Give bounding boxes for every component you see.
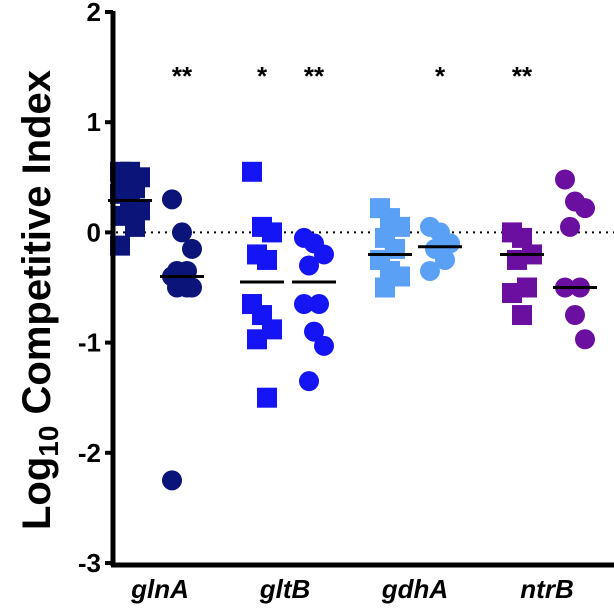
data-point-circle: [565, 305, 585, 326]
data-point-circle: [299, 371, 319, 392]
data-point-square: [512, 305, 532, 326]
significance-label: **: [172, 61, 193, 91]
data-point-circle: [575, 329, 595, 350]
x-category-label: ntrB: [520, 574, 573, 604]
y-tick-label: 2: [87, 0, 101, 27]
y-tick-label: 1: [87, 107, 101, 137]
data-point-circle: [440, 233, 460, 254]
x-category-label: glnA: [130, 574, 189, 604]
data-point-circle: [304, 321, 324, 342]
data-point-circle: [309, 294, 329, 315]
y-ticks: 2 1 0 -1 -2 -3: [78, 0, 113, 578]
x-category-label: gltB: [259, 574, 311, 604]
x-categories: glnA gltB gdhA ntrB: [130, 574, 574, 604]
data-point-circle: [162, 189, 182, 210]
data-point-square: [512, 227, 532, 248]
data-point-square: [262, 222, 282, 243]
data-point-circle: [420, 260, 440, 281]
data-point-circle: [294, 294, 314, 315]
data-point-square: [125, 216, 145, 237]
data-point-circle: [172, 222, 192, 243]
y-tick-label: -2: [78, 438, 101, 468]
data-point-circle: [560, 216, 580, 237]
significance-label: *: [257, 61, 268, 91]
data-point-square: [375, 277, 395, 298]
x-category-label: gdhA: [381, 574, 448, 604]
data-point-circle: [177, 277, 197, 298]
data-marks: ** * ** * **: [108, 61, 614, 491]
data-point-circle: [299, 255, 319, 276]
data-point-circle: [314, 244, 334, 265]
data-point-square: [257, 249, 277, 270]
data-point-square: [242, 161, 262, 182]
data-point-square: [247, 329, 267, 350]
y-tick-label: -3: [78, 548, 101, 578]
y-tick-label: 0: [87, 217, 101, 247]
significance-label: *: [435, 61, 446, 91]
data-point-circle: [182, 238, 202, 259]
data-point-square: [257, 387, 277, 408]
y-tick-label: -1: [78, 328, 101, 358]
data-point-circle: [162, 470, 182, 491]
data-point-square: [502, 283, 522, 304]
significance-label: **: [304, 61, 325, 91]
significance-label: **: [512, 61, 533, 91]
data-point-circle: [314, 335, 334, 356]
data-point-circle: [575, 198, 595, 219]
data-point-circle: [435, 249, 455, 270]
data-point-circle: [555, 169, 575, 190]
y-axis-label: Log10 Competitive Index: [15, 70, 64, 530]
